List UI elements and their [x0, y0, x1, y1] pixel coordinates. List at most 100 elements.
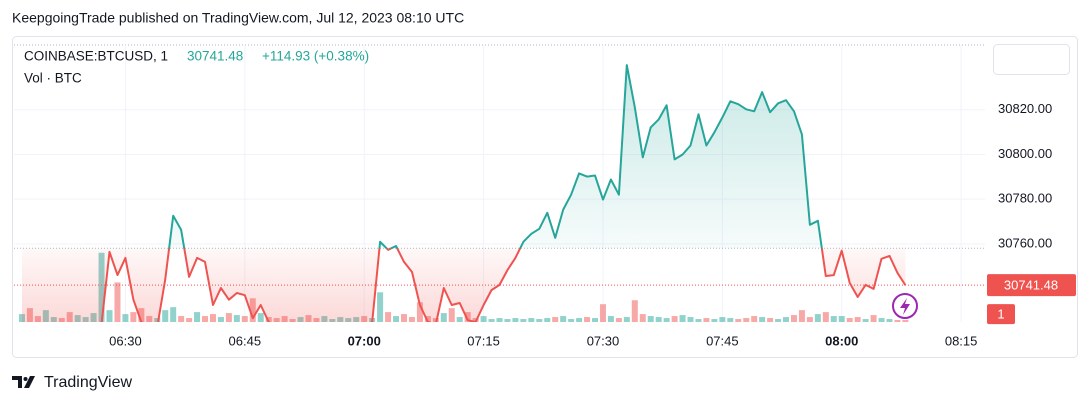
volume-bar — [902, 320, 909, 322]
volume-legend: Vol · BTC — [24, 71, 82, 86]
x-tick-label: 07:45 — [706, 333, 739, 348]
volume-bar — [162, 310, 169, 322]
volume-bar — [751, 316, 758, 322]
x-tick-label: 06:30 — [109, 333, 142, 348]
volume-bar — [639, 314, 646, 322]
volume-bar — [202, 316, 209, 322]
footer-brand: TradingView — [44, 374, 132, 391]
volume-bar — [520, 319, 527, 322]
volume-bar — [647, 316, 654, 322]
volume-bar — [695, 319, 702, 322]
volume-bar — [552, 317, 559, 322]
last-price: 30741.48 — [187, 49, 243, 64]
x-tick-label: 07:15 — [467, 333, 500, 348]
volume-bar — [106, 310, 113, 322]
volume-bar — [257, 313, 264, 322]
volume-bar — [663, 318, 670, 322]
volume-bar — [194, 312, 201, 322]
tradingview-logo[interactable]: TradingView — [12, 374, 132, 391]
volume-bar — [727, 318, 734, 322]
volume-bar — [894, 320, 901, 322]
volume-bar — [822, 312, 829, 322]
volume-bar — [671, 316, 678, 322]
y-tick-label: 30800.00 — [998, 146, 1052, 161]
volume-bar — [416, 302, 423, 322]
volume-bar — [225, 313, 232, 322]
volume-bar — [560, 316, 567, 322]
price-area — [22, 65, 906, 322]
volume-bar — [385, 312, 392, 322]
volume-bar — [209, 314, 216, 322]
volume-bar — [440, 313, 447, 322]
volume-bar — [623, 317, 630, 322]
volume-bar — [504, 319, 511, 322]
volume-bar — [615, 318, 622, 322]
scale-badge: 1 — [997, 307, 1004, 322]
volume-bar — [878, 318, 885, 322]
volume-bar — [377, 292, 384, 322]
volume-bar — [759, 317, 766, 322]
volume-bar — [703, 318, 710, 322]
volume-bar — [233, 315, 240, 322]
volume-bar — [496, 318, 503, 322]
volume-bar — [830, 316, 837, 322]
lightning-icon[interactable] — [892, 293, 918, 319]
volume-bar — [862, 319, 869, 322]
volume-bar — [783, 317, 790, 322]
volume-bar — [806, 317, 813, 322]
price-line — [100, 64, 907, 322]
volume-bar — [114, 282, 121, 322]
volume-bar — [18, 314, 25, 322]
x-tick-label: 07:00 — [348, 333, 381, 348]
volume-bar — [400, 314, 407, 322]
volume-bar — [846, 318, 853, 322]
volume-bar — [456, 317, 463, 322]
volume-bar — [448, 308, 455, 322]
volume-bar — [655, 317, 662, 322]
volume-bar — [480, 316, 487, 322]
volume-bar — [488, 319, 495, 322]
volume-bar — [528, 318, 535, 322]
volume-bar — [798, 310, 805, 322]
volume-bar — [592, 318, 599, 322]
volume-bar — [122, 314, 129, 322]
volume-bar — [743, 318, 750, 322]
volume-bar — [790, 315, 797, 322]
volume-bar — [178, 316, 185, 322]
volume-bar — [130, 312, 137, 322]
y-tick-label: 30760.00 — [998, 235, 1052, 250]
symbol: COINBASE:BTCUSD, 1 — [24, 49, 168, 64]
volume-bar — [512, 318, 519, 322]
volume-bar — [544, 318, 551, 322]
scale-button[interactable] — [993, 44, 1070, 75]
y-tick-label: 30780.00 — [998, 191, 1052, 206]
volume-bar — [170, 307, 177, 322]
x-tick-label: 07:30 — [587, 333, 620, 348]
last-price-label: 30741.48 — [1004, 278, 1058, 293]
volume-bar — [719, 317, 726, 322]
price-change: +114.93 (+0.38%) — [262, 49, 369, 64]
volume-bar — [241, 316, 248, 322]
volume-bar — [576, 318, 583, 322]
volume-bar — [711, 319, 718, 322]
volume-bar — [886, 319, 893, 322]
volume-bar — [735, 319, 742, 322]
volume-bar — [599, 304, 606, 322]
volume-bar — [393, 316, 400, 322]
publish-header: KeepgoingTrade published on TradingView.… — [12, 10, 464, 26]
volume-bar — [408, 317, 415, 322]
volume-bar — [631, 300, 638, 322]
scale-badge-box — [987, 304, 1015, 325]
volume-bar — [687, 317, 694, 322]
x-tick-label: 06:45 — [229, 333, 262, 348]
last-price-badge — [987, 274, 1076, 297]
volume-bar — [568, 319, 575, 322]
volume-bar — [767, 318, 774, 322]
volume-bar — [870, 315, 877, 322]
volume-bar — [838, 316, 845, 322]
volume-bar — [536, 319, 543, 322]
volume-bar — [679, 315, 686, 322]
y-tick-label: 30820.00 — [998, 101, 1052, 116]
volume-bar — [584, 317, 591, 322]
